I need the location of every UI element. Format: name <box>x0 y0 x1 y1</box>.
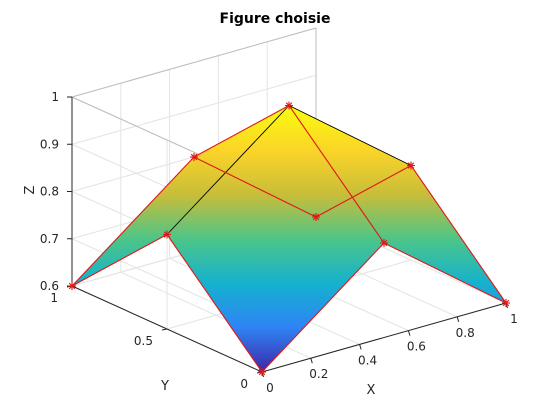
z-tick-label: 0.7 <box>40 232 59 246</box>
y-tick-label: 0 <box>240 377 248 391</box>
marker-stroke <box>312 213 320 221</box>
x-tick-mark <box>456 316 460 322</box>
x-tick-label: 0.6 <box>407 340 426 354</box>
mesh-edge <box>261 242 385 373</box>
x-tick-label: 1 <box>510 312 518 326</box>
z-axis-label: Z <box>23 185 38 194</box>
data-point-marker <box>163 230 171 239</box>
data-point-marker <box>258 368 266 376</box>
chart-title: Figure choisie <box>220 11 331 27</box>
z-tick-label: 0.6 <box>40 279 59 293</box>
marker-stroke <box>502 299 510 307</box>
surface-edges <box>71 105 507 373</box>
mesh-edge <box>193 105 290 158</box>
y-axis-label: Y <box>160 379 169 394</box>
data-point-marker <box>312 213 320 221</box>
mesh-edge <box>193 156 317 218</box>
box-edge <box>71 27 317 98</box>
x-tick-label: 0.4 <box>358 353 377 367</box>
z-tick-label: 0.8 <box>40 185 59 199</box>
marker-stroke <box>258 368 266 376</box>
surface-patch <box>289 105 506 303</box>
marker-stroke <box>380 239 388 247</box>
x-tick-mark <box>310 358 313 364</box>
data-point-marker <box>285 101 293 110</box>
mesh-edge <box>383 242 507 304</box>
y-tick-label: 0.5 <box>134 334 153 348</box>
data-point-marker <box>380 239 388 247</box>
surface <box>72 105 506 372</box>
marker-stroke <box>190 153 198 161</box>
x-tick-mark <box>407 330 411 336</box>
x-axis-label: X <box>367 383 376 398</box>
mesh-edge <box>410 165 507 304</box>
marker-stroke <box>163 231 171 238</box>
data-markers <box>68 101 510 376</box>
y-tick-mark <box>161 328 168 331</box>
mesh-edge <box>288 105 412 166</box>
z-tick-label: 0.9 <box>40 137 59 151</box>
mesh-edge <box>71 156 195 287</box>
x-axis-line <box>261 302 507 373</box>
back-wall-grid-line <box>71 74 317 145</box>
x-tick-label: 0.8 <box>456 326 475 340</box>
data-point-marker <box>190 153 198 161</box>
mesh-edge <box>315 165 412 218</box>
mesh-edge <box>71 234 168 287</box>
marker-stroke <box>407 162 415 169</box>
x-tick-label: 0 <box>266 381 274 395</box>
z-tick-label: 1 <box>51 90 59 104</box>
mesh-edge <box>288 105 385 244</box>
mesh-edge <box>166 234 263 373</box>
mesh-edge <box>166 105 290 235</box>
y-tick-label: 1 <box>50 291 58 305</box>
marker-stroke <box>68 282 76 290</box>
x-tick-label: 0.2 <box>309 367 328 381</box>
marker-stroke <box>285 102 293 109</box>
data-point-marker <box>502 299 510 307</box>
axes <box>66 96 508 378</box>
data-point-marker <box>68 282 76 290</box>
x-tick-mark <box>359 344 362 350</box>
data-point-marker <box>407 161 415 170</box>
